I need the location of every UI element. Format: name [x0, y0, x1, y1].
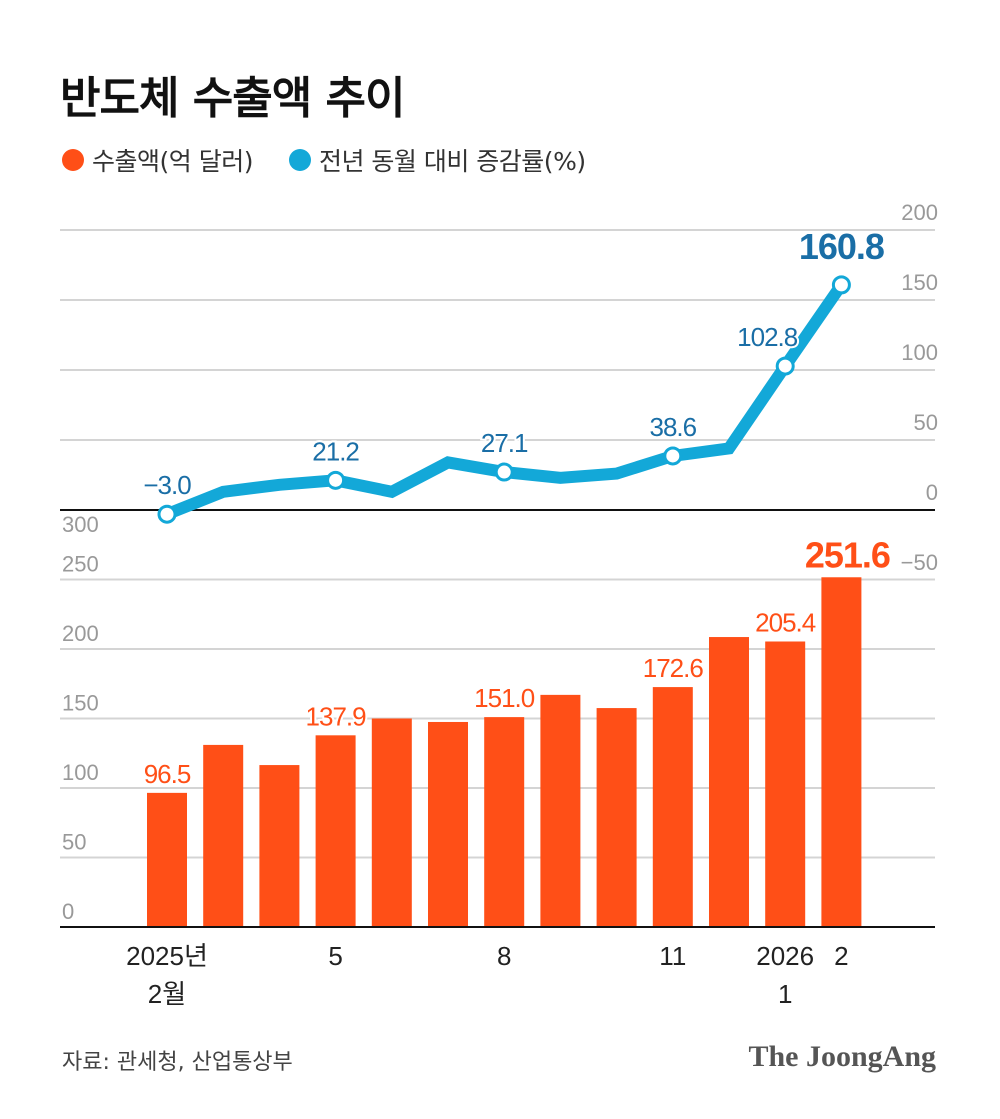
legend: 수출액(억 달러) 전년 동월 대비 증감률(%) [62, 142, 586, 178]
line-marker [831, 275, 851, 295]
bar [821, 577, 862, 927]
line-data-label: −3.0 [143, 470, 191, 500]
chart-title: 반도체 수출액 추이 [60, 73, 405, 124]
line-data-label: 38.6 [649, 412, 696, 442]
bar-data-label: 251.6 [805, 534, 890, 575]
x-axis-tick: 8 [497, 941, 511, 971]
left-axis-tick: 300 [62, 512, 99, 537]
bar [147, 792, 187, 927]
x-axis-tick: 11 [659, 941, 686, 971]
bar [596, 708, 637, 927]
line-data-label: 21.2 [312, 436, 359, 466]
line-marker [326, 470, 346, 490]
x-axis-tick: 2 [834, 941, 848, 971]
bar [371, 718, 412, 927]
legend-item-exports: 수출액(억 달러) [62, 142, 253, 178]
legend-swatch-orange [62, 149, 84, 171]
x-axis-tick: 2026 [756, 941, 814, 971]
left-axis-tick: 50 [62, 830, 86, 855]
right-axis-tick: 100 [901, 340, 938, 365]
bar [428, 721, 468, 927]
bar [484, 717, 525, 927]
bar-data-label: 205.4 [755, 607, 816, 637]
line-data-label: 102.8 [737, 322, 798, 352]
x-axis-tick: 2025년 [126, 941, 208, 971]
legend-item-growth: 전년 동월 대비 증감률(%) [288, 142, 586, 178]
x-axis-tick: 5 [328, 941, 342, 971]
right-axis-tick: 150 [901, 270, 938, 295]
line-marker [157, 504, 177, 524]
legend-label: 수출액(억 달러) [92, 147, 253, 176]
legend-swatch-blue [288, 149, 311, 171]
right-axis-tick: 0 [926, 480, 938, 505]
source-note: 자료: 관세청, 산업통상부 [62, 1050, 293, 1075]
left-axis-tick: 200 [62, 621, 99, 646]
left-axis-tick: 0 [62, 899, 74, 924]
legend-label: 전년 동월 대비 증감률(%) [318, 147, 586, 176]
logo: The JoongAng [748, 1040, 936, 1073]
x-axis-tick: 2월 [148, 979, 186, 1009]
x-axis-tick: 1 [778, 979, 792, 1009]
left-axis-tick: 150 [62, 691, 99, 716]
bar [652, 687, 693, 927]
line-marker [663, 446, 683, 466]
bar-data-label: 172.6 [643, 653, 704, 683]
right-axis-tick: 200 [901, 200, 938, 225]
right-axis-tick: −50 [901, 550, 938, 575]
bar [259, 765, 300, 927]
bar [540, 694, 581, 927]
bar-data-label: 137.9 [306, 701, 367, 731]
line-data-label: 27.1 [481, 428, 528, 458]
bar [709, 637, 749, 927]
right-axis-tick: 50 [914, 410, 938, 435]
bar [315, 735, 356, 927]
bar-data-label: 96.5 [144, 759, 191, 789]
bar [765, 641, 806, 927]
bar-data-label: 151.0 [474, 683, 535, 713]
bar [203, 744, 244, 927]
line-marker [775, 356, 795, 376]
left-axis-tick: 100 [62, 760, 99, 785]
left-axis-tick: 250 [62, 552, 99, 577]
line-marker [494, 462, 514, 482]
line-data-label: 160.8 [799, 226, 884, 267]
